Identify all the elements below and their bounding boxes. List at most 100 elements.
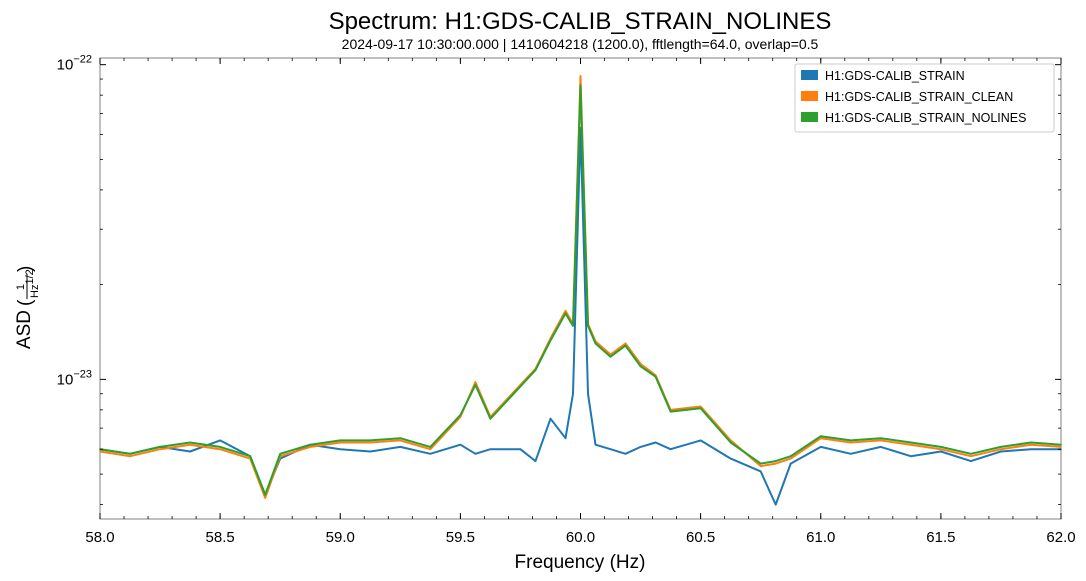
data-point <box>850 439 852 442</box>
data-point <box>489 417 492 420</box>
data-point <box>624 342 627 345</box>
y-axis-label-den-base: Hz <box>29 285 41 298</box>
x-tick-label: 60.0 <box>566 529 595 546</box>
legend-box <box>794 63 1055 133</box>
data-point <box>429 446 432 448</box>
data-point <box>880 446 882 448</box>
data-point <box>309 446 312 448</box>
data-point <box>189 443 191 446</box>
data-point <box>369 441 372 444</box>
x-tick-label: 58.5 <box>206 529 235 546</box>
data-point <box>1030 441 1032 444</box>
data-point <box>159 448 161 451</box>
data-point <box>519 448 522 451</box>
legend-label: H1:GDS-CALIB_STRAIN_NOLINES <box>825 111 1026 125</box>
legend-label: H1:GDS-CALIB_STRAIN_CLEAN <box>825 90 1013 104</box>
y-tick-label: 10−23 <box>57 368 92 388</box>
y-axis-label-numerator: 1 <box>15 284 27 290</box>
data-point <box>970 455 972 458</box>
data-point <box>189 450 191 453</box>
data-point <box>1000 450 1002 453</box>
x-tick-label: 59.0 <box>326 529 355 546</box>
data-point <box>759 462 762 465</box>
y-axis-label: ASD ( 1 Hz1/2 ) <box>14 266 41 349</box>
data-point <box>309 443 312 446</box>
x-tick-label: 61.5 <box>926 529 955 546</box>
data-point <box>940 450 942 453</box>
data-point <box>820 435 822 438</box>
data-point <box>339 441 342 444</box>
data-point <box>639 365 642 368</box>
legend-label: H1:GDS-CALIB_STRAIN <box>825 69 965 83</box>
data-point <box>587 393 589 395</box>
data-point <box>399 446 402 448</box>
x-tick-label: 60.5 <box>686 529 715 546</box>
legend-swatch <box>801 70 818 80</box>
data-point <box>549 417 552 420</box>
y-axis: 10−22 10−23 <box>57 54 1061 506</box>
data-point <box>759 470 762 473</box>
data-point <box>534 460 537 462</box>
data-point <box>572 393 574 395</box>
y-tick-label: 10−22 <box>57 54 92 74</box>
data-point <box>264 493 267 496</box>
data-point <box>729 441 732 444</box>
data-point <box>129 453 131 455</box>
data-point <box>459 414 462 416</box>
series-line <box>99 126 1061 506</box>
legend: H1:GDS-CALIB_STRAIN H1:GDS-CALIB_STRAIN_C… <box>794 63 1055 133</box>
data-point <box>654 441 657 444</box>
data-point <box>850 441 852 444</box>
x-axis-label: Frequency (Hz) <box>515 552 646 573</box>
data-point <box>429 448 432 451</box>
data-point <box>789 457 792 460</box>
data-point <box>1060 446 1062 448</box>
data-point <box>564 437 567 440</box>
data-point <box>564 310 567 312</box>
data-point <box>774 462 777 465</box>
data-point <box>369 450 372 453</box>
data-point <box>159 446 161 448</box>
data-point <box>639 446 642 448</box>
data-point <box>970 453 972 455</box>
data-point <box>474 384 477 386</box>
data-point <box>910 455 912 458</box>
data-point <box>910 441 912 444</box>
data-point <box>339 448 342 451</box>
data-point <box>99 450 101 453</box>
data-point <box>219 439 221 442</box>
data-point <box>820 437 822 440</box>
data-point <box>669 448 672 451</box>
data-point <box>774 503 777 506</box>
data-point <box>970 460 972 462</box>
y-axis-label-prefix: ASD <box>14 310 35 349</box>
data-point <box>940 448 942 451</box>
data-point <box>609 355 612 358</box>
data-point <box>1030 443 1032 446</box>
data-point <box>594 443 597 446</box>
data-point <box>339 439 342 442</box>
series-1 <box>99 126 1062 506</box>
data-point <box>572 325 574 327</box>
data-point <box>609 448 612 451</box>
data-point <box>429 453 432 455</box>
data-point <box>369 439 372 442</box>
x-tick-label: 61.0 <box>806 529 835 546</box>
data-point <box>474 453 477 455</box>
x-tick-label: 59.5 <box>446 529 475 546</box>
data-point <box>759 465 762 467</box>
data-point <box>579 75 582 77</box>
data-point <box>699 405 702 408</box>
data-point <box>880 437 882 440</box>
data-point <box>399 437 402 440</box>
data-point <box>880 439 882 442</box>
data-point <box>669 410 672 413</box>
data-point <box>579 84 582 87</box>
data-point <box>279 453 282 455</box>
data-point <box>219 446 221 448</box>
data-point <box>820 446 822 448</box>
data-point <box>940 446 942 448</box>
x-axis: 58.0 58.5 59.0 59.5 60.0 60.5 61.0 61.5 62.0 <box>85 58 1076 546</box>
data-point <box>789 462 792 465</box>
